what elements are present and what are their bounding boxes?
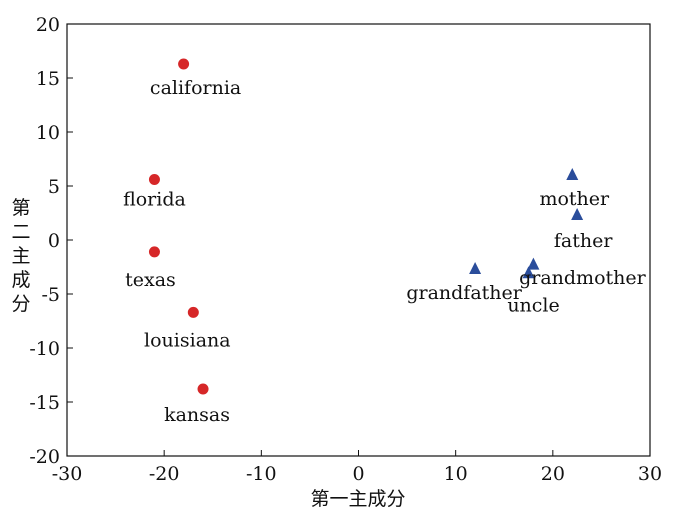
x-tick-label: 30 [638,463,662,485]
label-kansas: kansas [164,404,230,426]
x-tick-label: 10 [444,463,468,485]
label-mother: mother [539,188,610,210]
point-grandfather [469,261,482,274]
point-kansas [197,383,209,395]
x-tick-label: -10 [246,463,277,485]
data-points [148,58,584,395]
y-axis-title-text: 第二主成分 [11,197,30,315]
y-tick-label: 0 [48,230,60,252]
point-california [178,58,190,70]
y-tick-label: -10 [29,338,60,360]
point-labels: california florida texas louisiana kansas mot… [123,77,647,426]
x-tick-label: 20 [541,463,565,485]
y-tick-label: 10 [36,122,60,144]
x-axis-title: 第一主成分 [310,488,405,510]
y-tick-label: -20 [29,446,60,468]
x-tick-label: 0 [352,463,364,485]
y-tick-label: 5 [48,176,60,198]
label-grandfather: grandfather [406,282,522,304]
point-louisiana [187,306,199,318]
label-father: father [554,230,613,252]
y-tick-label: 20 [36,14,60,36]
label-florida: florida [123,189,186,211]
y-tick-label: -15 [29,392,60,414]
y-axis-title: 第二主成分 [11,197,30,315]
y-tick-label: -5 [41,284,60,306]
point-florida [148,174,160,186]
point-grandmother [527,257,540,270]
label-california: california [150,77,241,99]
label-grandmother: grandmother [519,267,647,289]
point-texas [148,246,160,258]
point-uncle [522,266,535,279]
x-tick-label: -20 [149,463,180,485]
y-tick-label: 15 [36,68,60,90]
point-father [571,207,584,220]
label-uncle: uncle [507,294,559,316]
x-tick-label: -30 [52,463,83,485]
label-louisiana: louisiana [144,329,231,351]
label-texas: texas [125,269,176,291]
point-mother [566,168,579,180]
